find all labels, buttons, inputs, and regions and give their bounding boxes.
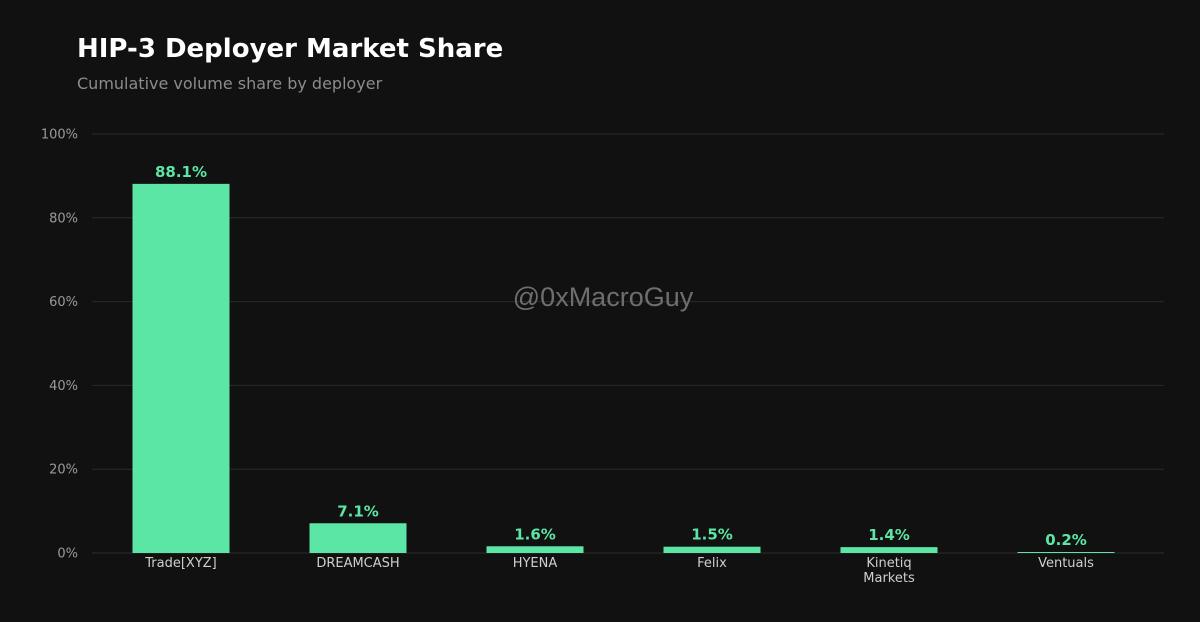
bars: [132, 183, 1115, 553]
chart-title: HIP-3 Deployer Market Share: [77, 34, 504, 64]
watermark-text: @0xMacroGuy: [513, 282, 694, 312]
y-axis-tick-labels: 0% 20% 40% 60% 80% 100%: [41, 128, 78, 562]
data-labels: 88.1% 7.1% 1.6% 1.5% 1.4% 0.2%: [155, 163, 1087, 549]
chart-subtitle: Cumulative volume share by deployer: [77, 74, 383, 93]
bar: [132, 183, 230, 553]
bar-value-label: 1.5%: [691, 526, 733, 544]
x-tick-label: Kinetiq Markets: [863, 556, 915, 586]
gridlines: [92, 133, 1164, 554]
bar: [840, 547, 938, 553]
y-tick-label: 20%: [49, 463, 78, 478]
bar-value-label: 0.2%: [1045, 531, 1087, 549]
y-tick-label: 60%: [49, 295, 78, 310]
bar-value-label: 88.1%: [155, 163, 207, 181]
bar: [486, 546, 584, 553]
y-tick-label: 0%: [57, 547, 78, 562]
bar: [663, 546, 761, 553]
x-tick-label: Felix: [697, 556, 727, 571]
y-tick-label: 100%: [41, 128, 78, 143]
bar: [309, 523, 407, 553]
bar-value-label: 1.4%: [868, 526, 910, 544]
x-tick-label: HYENA: [513, 556, 558, 571]
x-tick-label: Ventuals: [1038, 556, 1094, 571]
y-tick-label: 40%: [49, 379, 78, 394]
bar: [1017, 552, 1115, 553]
bar-value-label: 7.1%: [337, 502, 379, 520]
x-tick-label: DREAMCASH: [316, 556, 399, 571]
x-axis-category-labels: Trade[XYZ] DREAMCASH HYENA Felix Kinetiq Mark…: [144, 556, 1094, 586]
bar-value-label: 1.6%: [514, 525, 556, 543]
y-tick-label: 80%: [49, 211, 78, 226]
x-tick-label: Trade[XYZ]: [144, 556, 217, 571]
